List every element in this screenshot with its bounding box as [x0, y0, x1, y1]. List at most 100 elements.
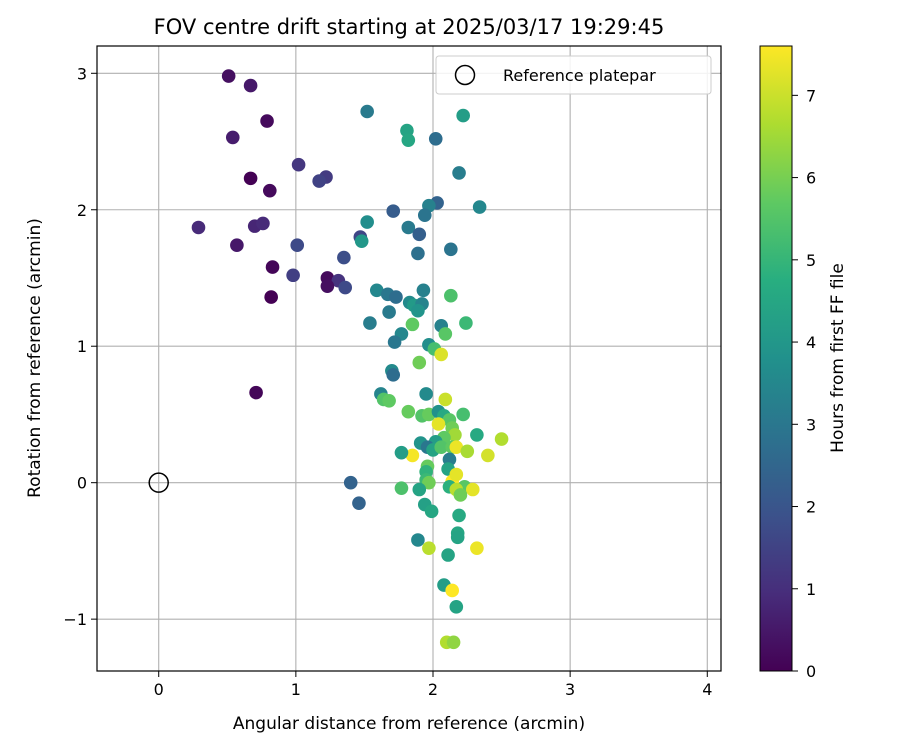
data-point [249, 385, 263, 400]
data-point [460, 444, 475, 459]
data-point [256, 216, 270, 231]
data-point [360, 104, 374, 119]
reference-point-marker [148, 472, 169, 493]
data-point [290, 238, 305, 253]
data-point [419, 387, 433, 401]
data-point [363, 316, 377, 330]
colorbar-tick-label: 1 [806, 580, 816, 599]
data-point [472, 200, 487, 214]
data-point [401, 133, 416, 147]
data-point [387, 335, 402, 349]
data-point [417, 208, 432, 223]
data-point [411, 246, 425, 261]
data-point [354, 234, 369, 248]
colorbar-tick-label: 0 [806, 662, 816, 681]
x-tick-label: 3 [565, 680, 575, 699]
data-point [434, 347, 449, 362]
data-point [470, 428, 484, 442]
data-point [449, 600, 464, 614]
y-tick-label: −1 [63, 610, 87, 629]
data-point [405, 448, 420, 463]
data-point [386, 204, 401, 218]
data-point [337, 250, 351, 265]
y-tick-label: 2 [77, 201, 87, 220]
data-point [449, 467, 464, 482]
data-point [441, 548, 455, 562]
data-point [431, 417, 446, 431]
data-point [411, 533, 425, 547]
data-point [444, 288, 458, 303]
data-point [360, 215, 374, 229]
data-point [320, 279, 335, 293]
data-point [445, 583, 460, 598]
x-tick-label: 4 [702, 680, 712, 699]
data-point [450, 530, 465, 545]
data-point [401, 404, 416, 419]
colorbar-tick-label: 6 [806, 169, 816, 188]
data-point [470, 541, 484, 555]
data-point [286, 268, 300, 283]
colorbar-ticks: 0 1 2 3 4 5 6 7 [792, 86, 816, 681]
data-point [263, 183, 277, 198]
data-point [438, 392, 453, 407]
data-point [412, 482, 427, 497]
x-tick-label: 2 [428, 680, 438, 699]
data-point [422, 541, 436, 555]
colorbar-gradient [759, 45, 793, 672]
data-point [405, 317, 420, 332]
data-point [459, 316, 473, 330]
data-point [424, 504, 439, 519]
data-point [225, 130, 240, 145]
chart-title: FOV centre drift starting at 2025/03/17 … [154, 15, 665, 39]
colorbar-tick-label: 4 [806, 333, 816, 352]
data-point [412, 227, 427, 242]
data-point [428, 131, 443, 146]
data-point [352, 496, 366, 510]
data-point [416, 283, 431, 298]
data-point [456, 108, 470, 123]
data-point [452, 508, 466, 523]
data-point [338, 280, 353, 295]
data-point [444, 242, 458, 257]
colorbar-label: Hours from first FF file [828, 263, 848, 453]
data-point [382, 394, 396, 408]
legend: Reference platepar [435, 55, 712, 95]
legend-entry-reference: Reference platepar [503, 66, 656, 85]
legend-marker-icon [454, 64, 476, 86]
data-point [386, 368, 401, 382]
data-point [291, 157, 306, 172]
x-axis-ticks: 0 1 2 3 4 [154, 671, 712, 699]
data-point [453, 488, 468, 502]
data-point [260, 114, 274, 128]
data-point [422, 475, 436, 490]
data-point [394, 481, 409, 495]
data-point [465, 482, 480, 497]
y-axis-label: Rotation from reference (arcmin) [25, 218, 45, 498]
x-axis-label: Angular distance from reference (arcmin) [233, 714, 585, 734]
y-axis-ticks: −1 0 1 2 3 [63, 64, 97, 629]
data-point [438, 327, 453, 341]
data-point [382, 305, 396, 319]
data-point [434, 440, 449, 455]
colorbar-tick-label: 7 [806, 86, 816, 105]
data-point [191, 220, 206, 235]
data-point [265, 260, 280, 274]
data-point [230, 238, 244, 253]
data-point [411, 303, 425, 318]
legend-box [435, 55, 712, 95]
x-tick-label: 1 [291, 680, 301, 699]
data-point [243, 171, 258, 186]
data-point [389, 290, 403, 304]
colorbar-tick-label: 5 [806, 251, 816, 270]
data-point [481, 448, 495, 463]
data-point [401, 220, 416, 235]
data-point [412, 355, 427, 370]
data-point [343, 475, 358, 490]
data-point [394, 445, 409, 460]
data-point [312, 174, 326, 188]
y-tick-label: 1 [77, 337, 87, 356]
data-points [191, 69, 509, 650]
data-point [369, 283, 384, 298]
data-point [448, 428, 462, 442]
